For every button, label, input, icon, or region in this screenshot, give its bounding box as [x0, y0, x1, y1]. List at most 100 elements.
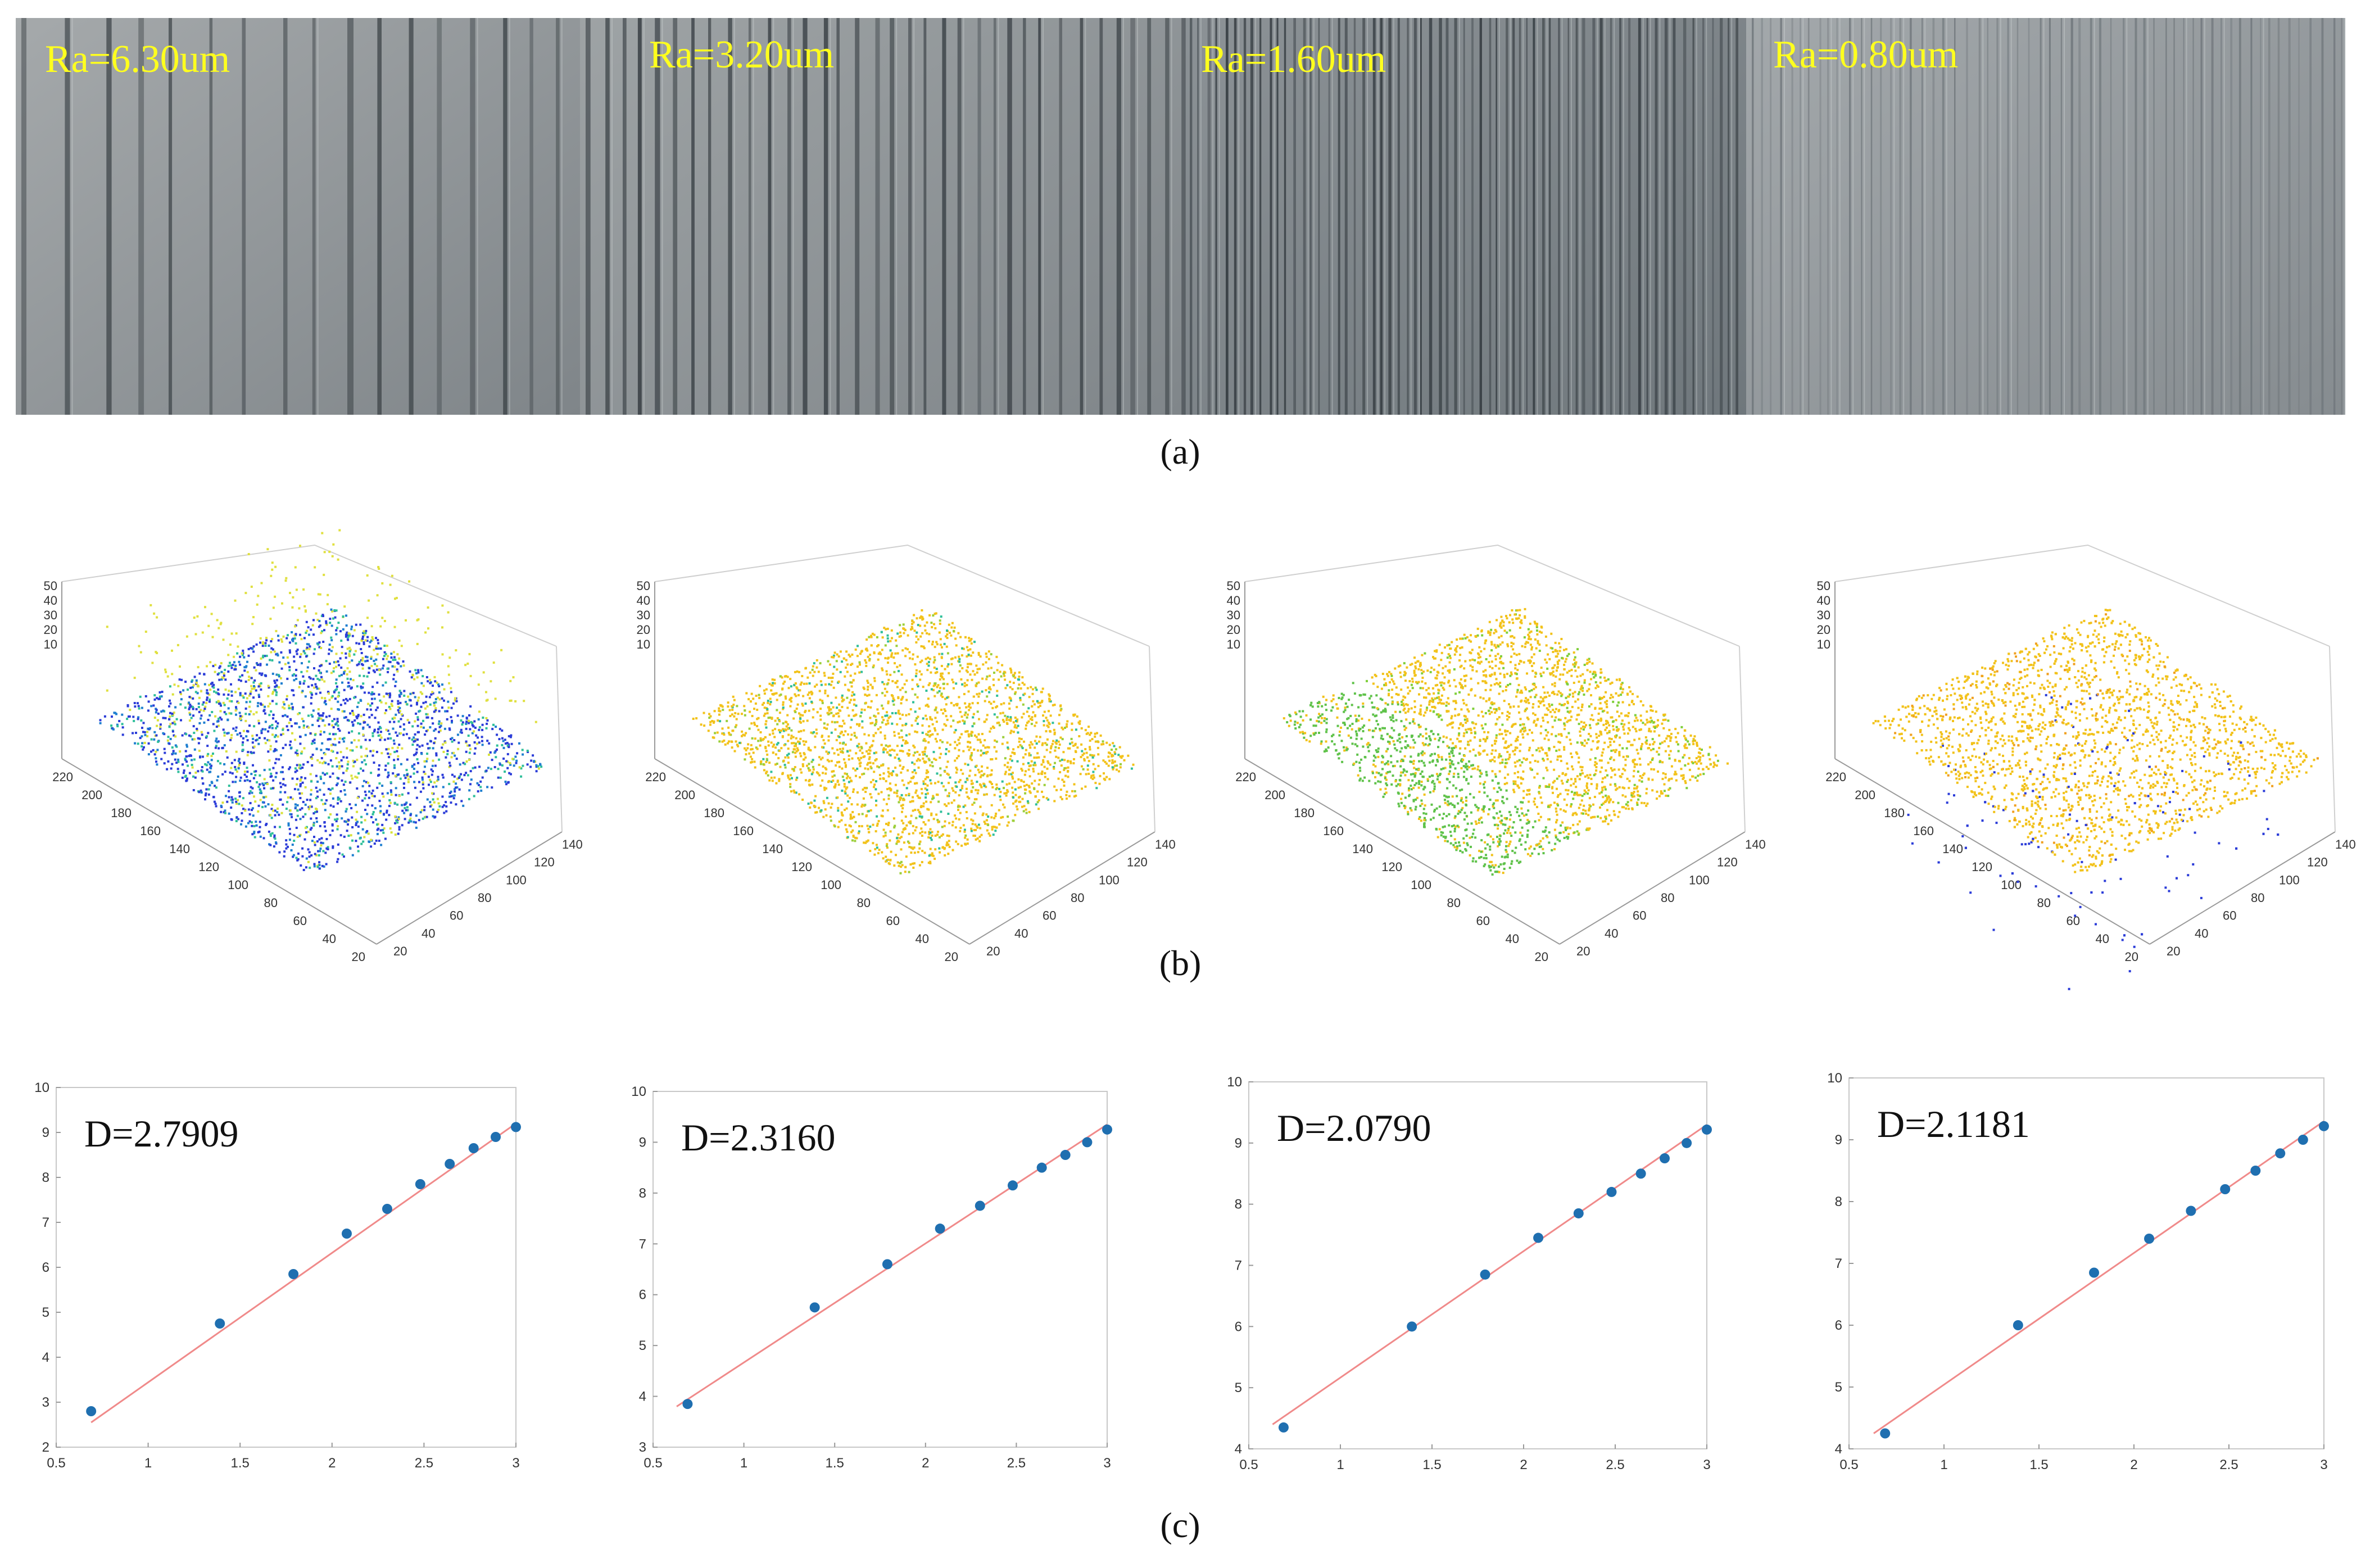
- point: [850, 685, 853, 688]
- point: [295, 669, 298, 671]
- point: [851, 709, 854, 712]
- point: [451, 773, 454, 776]
- point: [134, 742, 137, 745]
- point: [386, 655, 389, 658]
- point: [333, 609, 336, 611]
- point: [1066, 726, 1068, 728]
- point: [994, 815, 997, 818]
- point: [846, 750, 849, 753]
- point: [1043, 724, 1045, 727]
- point: [173, 712, 175, 714]
- point: [1073, 783, 1076, 786]
- point: [325, 847, 328, 850]
- point: [398, 711, 401, 714]
- point: [424, 733, 427, 736]
- point: [1090, 774, 1093, 777]
- point: [398, 795, 401, 797]
- point: [315, 786, 318, 789]
- point: [338, 664, 340, 667]
- stripe: [691, 18, 695, 415]
- point: [853, 815, 855, 818]
- point: [470, 720, 473, 723]
- point: [361, 761, 364, 764]
- point: [995, 812, 998, 815]
- point: [959, 789, 962, 791]
- stripe: [1800, 18, 1801, 415]
- point: [891, 722, 894, 725]
- point: [259, 821, 261, 823]
- point: [319, 733, 322, 736]
- point: [872, 666, 874, 669]
- point: [224, 688, 227, 691]
- point: [279, 782, 282, 785]
- point: [274, 736, 277, 738]
- point: [928, 729, 931, 732]
- stripe: [1526, 18, 1528, 415]
- point: [905, 699, 908, 701]
- point: [193, 738, 196, 741]
- point: [1066, 720, 1069, 723]
- point: [733, 699, 736, 701]
- point: [1105, 741, 1108, 744]
- y-tick: 40: [323, 932, 336, 946]
- point: [170, 767, 173, 770]
- point: [1021, 769, 1023, 772]
- point: [808, 697, 811, 700]
- point: [289, 813, 292, 815]
- point: [1064, 774, 1067, 777]
- point: [360, 659, 362, 661]
- point: [379, 673, 382, 676]
- point: [357, 663, 360, 665]
- point: [908, 749, 910, 751]
- point: [425, 815, 428, 818]
- point: [271, 727, 274, 729]
- point: [308, 633, 310, 636]
- point: [356, 796, 359, 799]
- point: [337, 728, 340, 730]
- point: [952, 789, 955, 792]
- point: [867, 686, 869, 688]
- point: [337, 777, 340, 780]
- point: [310, 756, 313, 759]
- point: [849, 726, 852, 729]
- point: [243, 656, 246, 659]
- point: [754, 766, 756, 769]
- point: [1054, 741, 1057, 744]
- point: [276, 811, 279, 814]
- y-tick: 180: [704, 806, 724, 820]
- point: [348, 803, 351, 806]
- point: [248, 705, 251, 708]
- point: [816, 711, 819, 714]
- point: [302, 682, 305, 685]
- point: [1006, 684, 1009, 687]
- point: [366, 723, 369, 726]
- point: [141, 727, 143, 729]
- point: [901, 697, 904, 700]
- point: [328, 550, 331, 553]
- point: [315, 692, 318, 695]
- point: [460, 728, 463, 731]
- point: [203, 673, 206, 676]
- point: [738, 741, 741, 744]
- point: [284, 744, 287, 746]
- point: [975, 838, 977, 841]
- point: [1028, 775, 1031, 778]
- point: [143, 746, 145, 749]
- point: [259, 835, 262, 838]
- point: [459, 763, 461, 766]
- point: [222, 638, 225, 641]
- point: [960, 769, 963, 772]
- point: [833, 752, 836, 755]
- point: [424, 701, 427, 704]
- point: [285, 577, 288, 579]
- point: [754, 737, 756, 740]
- point: [399, 726, 402, 728]
- stripe-highlight: [2010, 18, 2012, 415]
- point: [213, 690, 215, 693]
- point: [839, 742, 841, 745]
- point: [916, 782, 918, 785]
- point: [392, 678, 395, 681]
- point: [253, 685, 255, 687]
- point: [744, 734, 746, 737]
